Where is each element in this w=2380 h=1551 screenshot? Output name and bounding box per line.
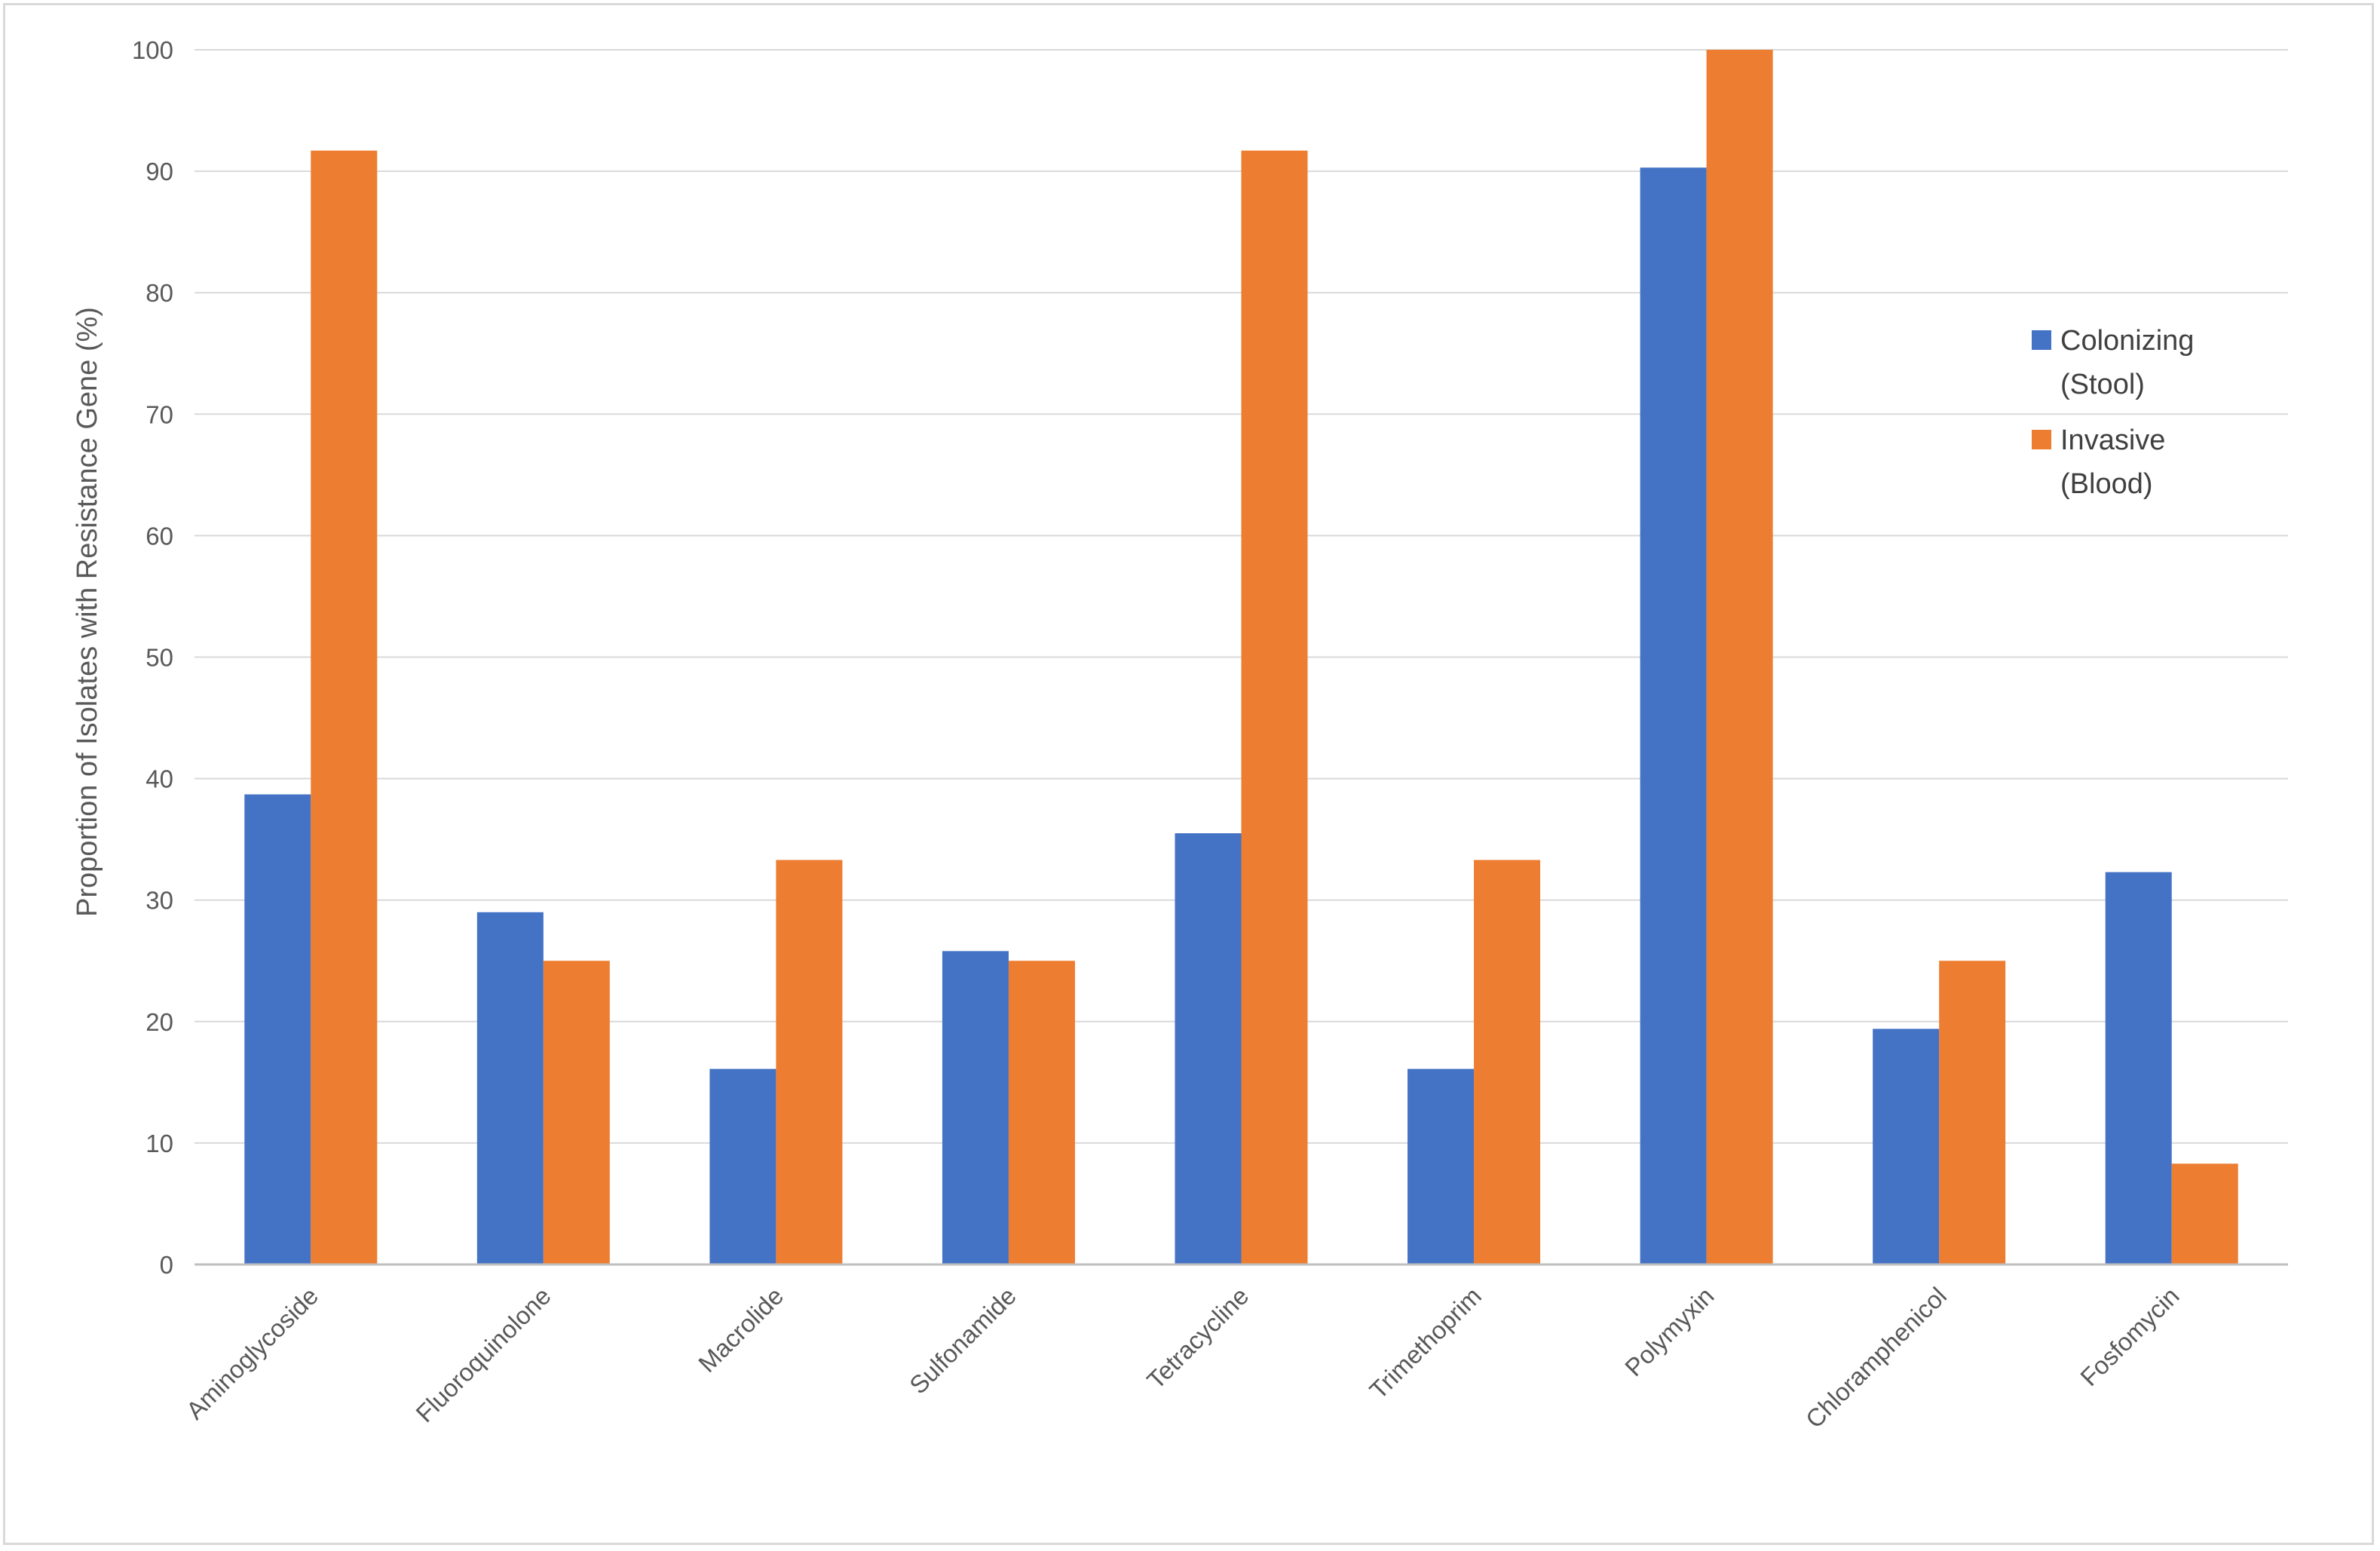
y-axis-ticks: 0 10 20 30 40 50 60 70 80 90 100 — [132, 36, 173, 1279]
legend-label: Invasive — [2060, 425, 2165, 456]
y-axis-title: Proportion of Isolates with Resistance G… — [72, 307, 103, 917]
bar-colonizing-fosfomycin — [2105, 872, 2172, 1264]
x-tick-label: Aminoglycoside — [181, 1282, 324, 1425]
bar-invasive-fluoroquinolone — [543, 961, 610, 1264]
x-tick-label: Chloramphenicol — [1800, 1282, 1952, 1433]
x-tick-label: Macrolide — [693, 1282, 789, 1378]
legend: Colonizing (Stool) Invasive (Blood) — [2032, 325, 2194, 500]
y-tick-label: 30 — [145, 887, 173, 915]
legend-swatch — [2032, 330, 2051, 350]
bar-invasive-trimethoprim — [1474, 860, 1541, 1264]
bar-invasive-tetracycline — [1241, 150, 1308, 1264]
bar-colonizing-polymyxin — [1640, 167, 1707, 1265]
bar-invasive-aminoglycoside — [311, 150, 378, 1264]
bar-colonizing-sulfonamide — [942, 951, 1009, 1264]
y-tick-label: 50 — [145, 644, 173, 672]
bar-invasive-macrolide — [776, 860, 843, 1264]
y-tick-label: 70 — [145, 400, 173, 428]
y-tick-label: 80 — [145, 279, 173, 307]
y-tick-label: 10 — [145, 1130, 173, 1157]
y-tick-label: 20 — [145, 1008, 173, 1036]
legend-label: (Stool) — [2060, 369, 2145, 400]
legend-swatch — [2032, 430, 2051, 449]
x-tick-label: Trimethoprim — [1364, 1282, 1487, 1405]
y-tick-label: 0 — [160, 1251, 173, 1279]
bar-colonizing-macrolide — [709, 1068, 776, 1264]
bar-colonizing-aminoglycoside — [244, 794, 311, 1264]
bar-invasive-polymyxin — [1706, 50, 1773, 1264]
legend-label: (Blood) — [2060, 468, 2153, 500]
legend-label: Colonizing — [2060, 325, 2194, 357]
bar-colonizing-tetracycline — [1175, 833, 1242, 1264]
bar-colonizing-trimethoprim — [1407, 1068, 1475, 1264]
x-tick-label: Polymyxin — [1619, 1282, 1719, 1381]
y-tick-label: 60 — [145, 522, 173, 550]
bars — [244, 50, 2238, 1265]
chart-frame — [3, 3, 2374, 1545]
bar-colonizing-fluoroquinolone — [476, 912, 544, 1264]
x-tick-label: Fluoroquinolone — [410, 1282, 556, 1428]
bar-invasive-sulfonamide — [1008, 961, 1075, 1264]
bar-invasive-fosfomycin — [2171, 1163, 2238, 1264]
y-tick-label: 40 — [145, 765, 173, 793]
x-tick-label: Tetracycline — [1141, 1282, 1254, 1394]
y-tick-label: 90 — [145, 158, 173, 185]
y-tick-label: 100 — [132, 36, 173, 64]
x-tick-label: Sulfonamide — [904, 1282, 1022, 1399]
bar-invasive-chloramphenicol — [1939, 961, 2006, 1264]
bar-colonizing-chloramphenicol — [1873, 1028, 1940, 1264]
x-tick-label: Fosfomycin — [2075, 1282, 2184, 1391]
x-axis-ticks: Aminoglycoside Fluoroquinolone Macrolide Su… — [181, 1282, 2185, 1433]
